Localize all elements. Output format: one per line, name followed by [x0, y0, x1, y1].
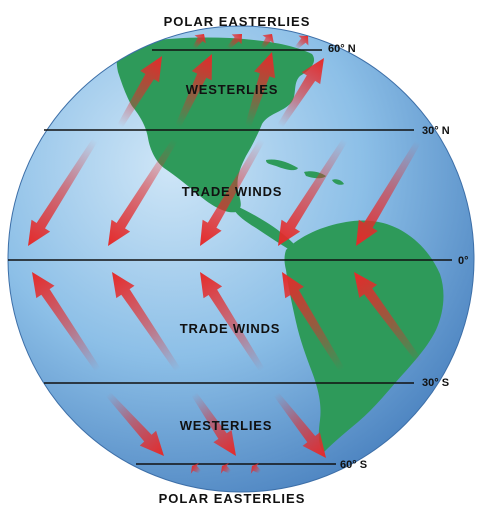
wind-arrow-icon [28, 138, 98, 246]
wind-arrow-icon [200, 138, 265, 246]
wind-arrow-icon [277, 58, 324, 128]
wind-arrow-icon [190, 462, 202, 474]
wind-arrow-icon [356, 140, 421, 246]
wind-arrow-icon [282, 272, 345, 372]
wind-arrow-icon [200, 272, 265, 372]
globe-rim [7, 25, 475, 493]
wind-arrow-icon [191, 392, 236, 456]
latitude-60n-label: 60° N [328, 43, 356, 55]
wind-arrow-icon [105, 392, 164, 456]
trade-winds-north-label: TRADE WINDS [182, 184, 283, 199]
wind-arrows [28, 34, 423, 474]
wind-arrow-icon [175, 54, 212, 128]
wind-arrow-icon [112, 272, 181, 372]
wind-arrow-icon [250, 462, 262, 474]
trade-winds-south-label: TRADE WINDS [180, 321, 281, 336]
polar-easterlies-top-label: POLAR EASTERLIES [164, 14, 311, 29]
latitude-30s-label: 30° S [422, 377, 449, 389]
wind-arrow-icon [273, 392, 326, 458]
wind-arrow-icon [117, 56, 162, 128]
wind-arrow-icon [245, 52, 276, 127]
south-america-landmass [284, 220, 444, 452]
wind-arrow-icon [294, 35, 309, 50]
wind-arrow-icon [278, 138, 348, 246]
wind-arrow-icon [32, 272, 101, 372]
wind-arrow-icon [226, 34, 242, 50]
caribbean-islands [266, 159, 344, 185]
westerlies-north-label: WESTERLIES [186, 82, 279, 97]
equator-label: 0° [458, 255, 469, 267]
wind-arrow-icon [192, 34, 206, 49]
westerlies-south-label: WESTERLIES [180, 418, 273, 433]
latitude-lines [8, 49, 452, 465]
wind-arrow-icon [354, 272, 423, 364]
polar-easterlies-bottom-label: POLAR EASTERLIES [159, 491, 306, 506]
latitude-30n-label: 30° N [422, 125, 450, 137]
wind-arrow-icon [220, 462, 232, 474]
latitude-60s-label: 60° S [340, 459, 367, 471]
wind-arrow-icon [108, 138, 178, 246]
wind-arrow-icon [260, 34, 274, 49]
